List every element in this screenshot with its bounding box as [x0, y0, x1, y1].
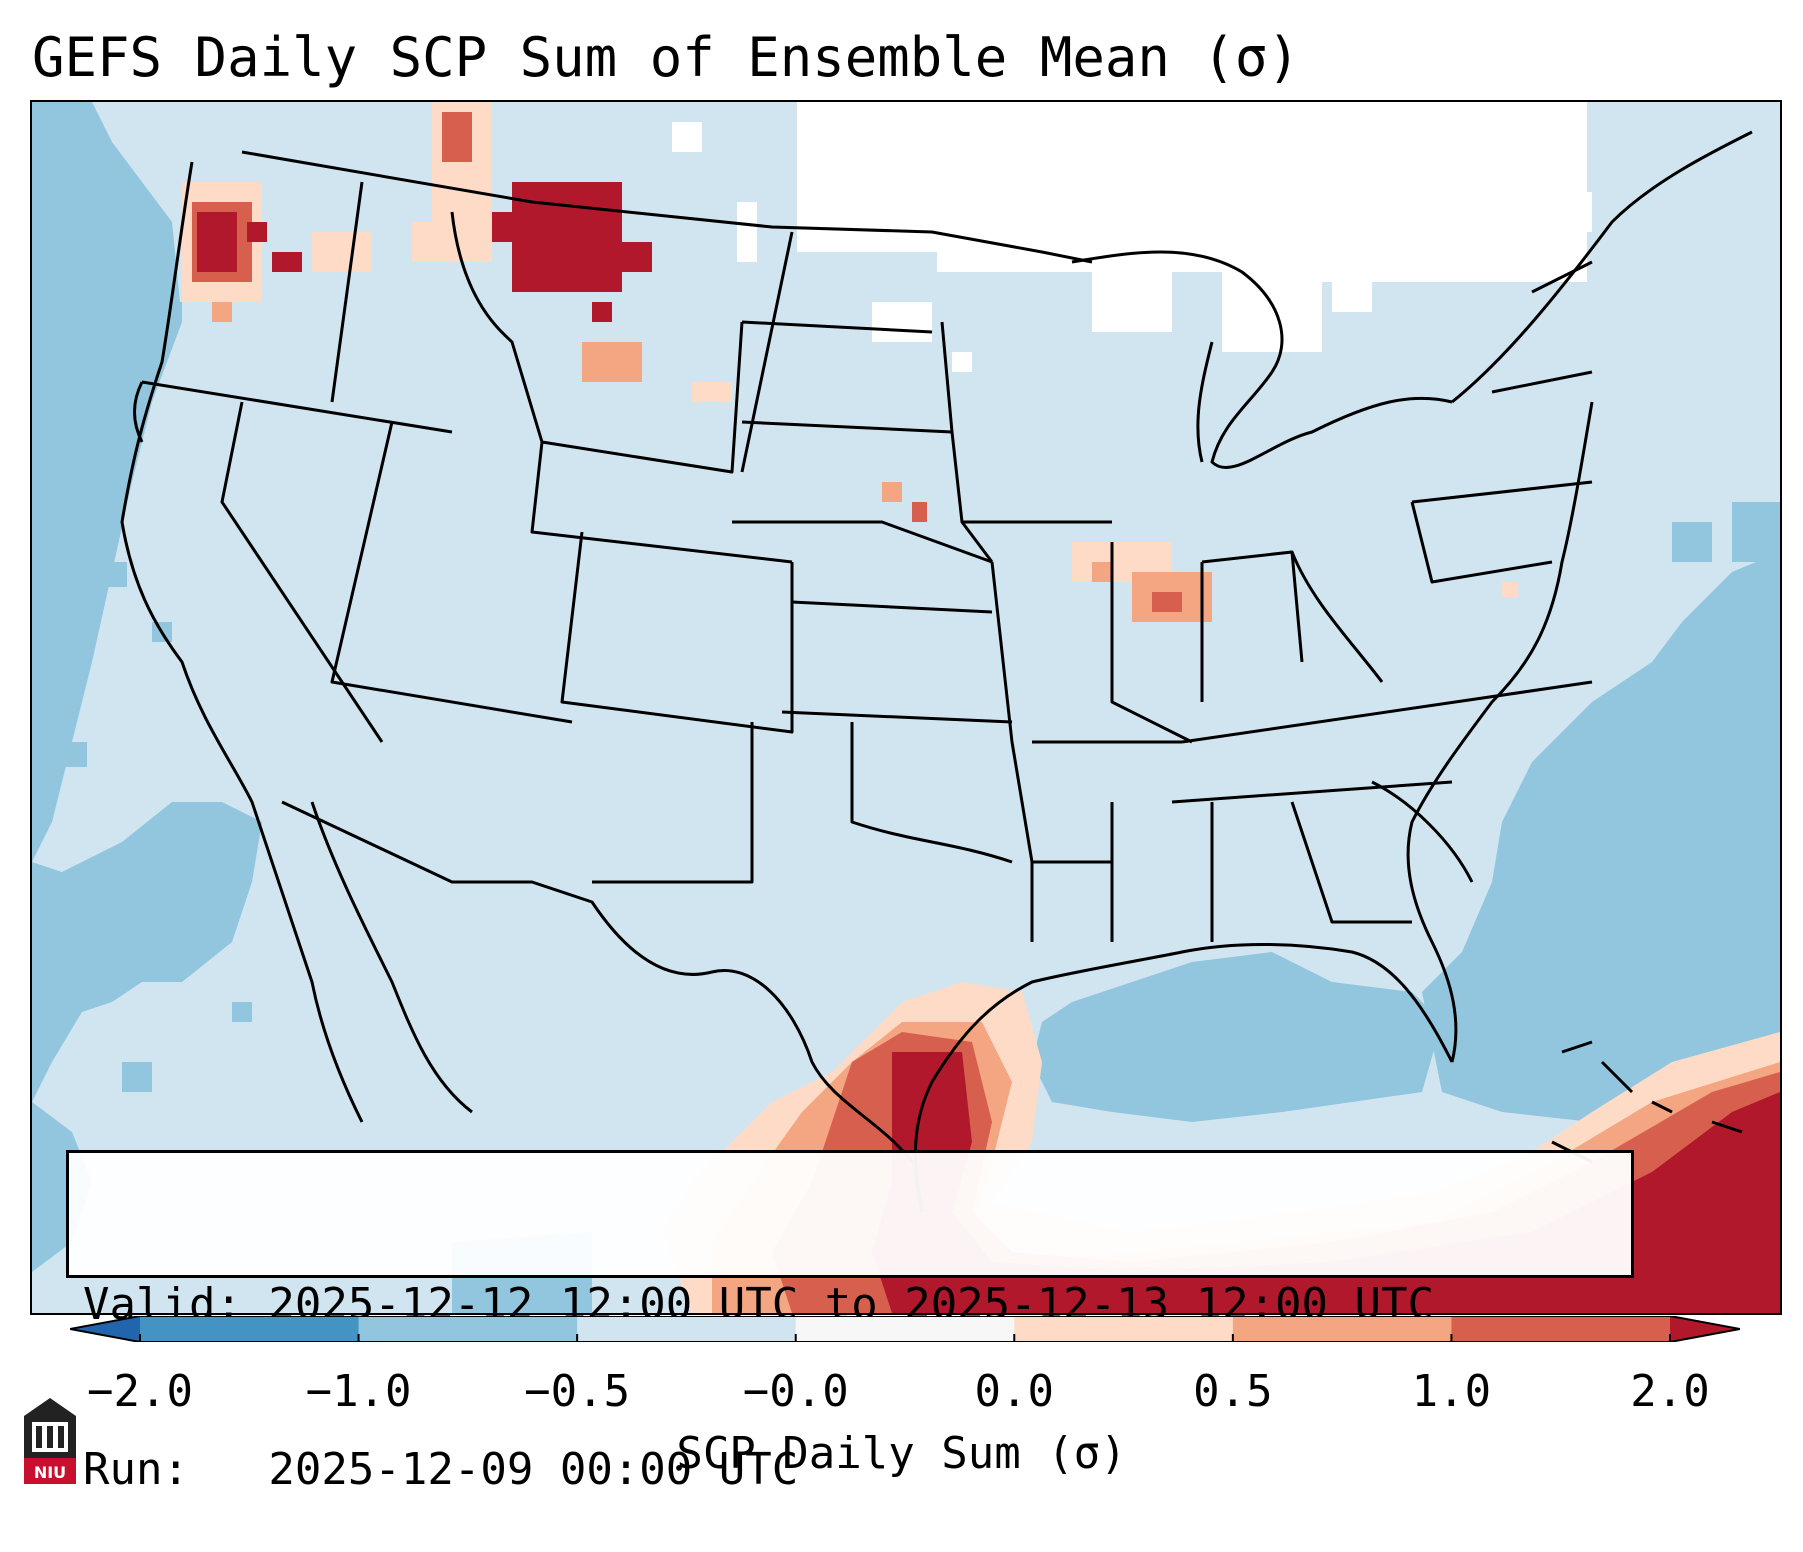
near-zero-region — [672, 102, 1592, 372]
colorbar-bin — [358, 1316, 578, 1342]
map-frame[interactable] — [30, 100, 1782, 1315]
colorbar-tick-label: −0.0 — [742, 1366, 849, 1417]
midwest-positive — [882, 482, 1517, 622]
colorbar-tick-label: 2.0 — [1630, 1366, 1710, 1417]
state-line — [1410, 501, 1553, 584]
baja-line — [310, 801, 473, 1114]
page-title: GEFS Daily SCP Sum of Ensemble Mean (σ) — [32, 26, 1300, 89]
state-line — [450, 211, 744, 474]
niu-logo-icon: NIU — [24, 1398, 76, 1484]
state-line — [133, 381, 144, 443]
great-lakes-line — [1071, 250, 1453, 469]
colorbar-tick-label: −1.0 — [305, 1366, 412, 1417]
colorbar-tick-label: 1.0 — [1411, 1366, 1492, 1417]
niu-logo-text: NIU — [34, 1463, 66, 1482]
state-line — [740, 231, 794, 473]
boundaries — [120, 130, 1753, 1213]
map-canvas[interactable] — [32, 102, 1780, 1313]
west-coast-line — [120, 161, 364, 1123]
colorbar — [70, 1316, 1740, 1342]
state-line — [940, 321, 994, 563]
state-line — [220, 401, 384, 743]
state-line — [330, 421, 573, 724]
colorbar-label: SCP Daily Sum (σ) — [676, 1428, 1127, 1479]
east-coast-line — [1406, 401, 1594, 1063]
colorbar-bin — [577, 1316, 797, 1342]
colorbar-bin — [1451, 1316, 1671, 1342]
state-line — [1171, 780, 1453, 804]
colorbar-tick-label: −0.5 — [524, 1366, 631, 1417]
colorbar-tick-label: 0.0 — [974, 1366, 1055, 1417]
state-line — [592, 722, 754, 884]
state-line — [141, 380, 453, 434]
state-line — [741, 420, 953, 434]
northeast-coast-line — [1451, 130, 1753, 404]
run-time-text: Run: 2025-12-09 00:00 UTC — [83, 1444, 799, 1495]
colorbar-bin — [1232, 1316, 1452, 1342]
colorbar-tick-label: −2.0 — [87, 1366, 193, 1417]
mexico-border-line — [281, 800, 914, 1163]
state-line — [1491, 370, 1593, 394]
colorbar-bin — [140, 1316, 360, 1342]
valid-run-box: Valid: 2025-12-12 12:00 UTC to 2025-12-1… — [66, 1150, 1634, 1495]
gulf-coast-line — [913, 943, 1454, 1213]
state-line — [1290, 801, 1412, 924]
state-line — [530, 441, 793, 564]
michigan-line — [1196, 341, 1214, 463]
state-line — [781, 710, 1013, 724]
state-line — [1411, 480, 1593, 504]
state-line — [1110, 542, 1193, 744]
colorbar-over-arrow — [1670, 1316, 1740, 1342]
state-line — [1531, 260, 1593, 294]
state-line — [741, 320, 933, 334]
state-line — [1371, 780, 1474, 883]
state-line — [850, 722, 1013, 864]
state-line — [330, 181, 364, 403]
state-line — [791, 600, 993, 614]
state-line — [1181, 680, 1593, 744]
state-line — [990, 561, 1034, 942]
state-line — [732, 520, 993, 564]
washington-positive — [182, 182, 372, 322]
colorbar-bin — [795, 1316, 1015, 1342]
state-line — [1290, 551, 1384, 683]
colorbar-bin — [1014, 1316, 1234, 1342]
colorbar-tick-label: 0.5 — [1193, 1366, 1273, 1417]
pacific-negative-region — [32, 102, 262, 1272]
state-line — [560, 531, 794, 734]
canada-border-line — [241, 150, 1093, 264]
colorbar-under-arrow — [70, 1316, 140, 1342]
